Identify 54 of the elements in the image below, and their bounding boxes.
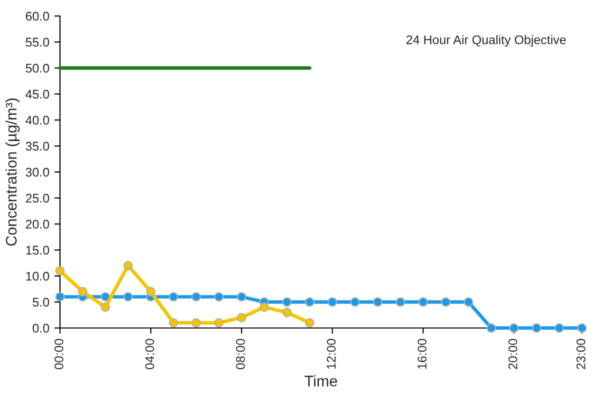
point bbox=[304, 318, 314, 328]
point bbox=[123, 260, 133, 270]
point bbox=[236, 292, 246, 302]
x-tick-label: 04:00 bbox=[145, 338, 154, 370]
annotation: 24 Hour Air Quality Objective bbox=[406, 35, 566, 47]
point bbox=[191, 318, 201, 328]
y-tick-label: 35.0 bbox=[26, 142, 50, 151]
x-tick-label: 08:00 bbox=[236, 338, 245, 370]
point bbox=[191, 292, 201, 302]
y-tick-label: 5.0 bbox=[32, 298, 50, 307]
y-tick-label: 25.0 bbox=[26, 194, 50, 203]
point bbox=[78, 286, 88, 296]
x-axis-title: Time bbox=[304, 375, 338, 386]
point bbox=[486, 323, 496, 333]
y-tick-label: 10.0 bbox=[26, 272, 50, 281]
point bbox=[214, 318, 224, 328]
point bbox=[55, 292, 65, 302]
point bbox=[146, 286, 156, 296]
point bbox=[441, 297, 451, 307]
y-tick-label: 50.0 bbox=[26, 64, 50, 73]
y-tick-label: 60.0 bbox=[26, 12, 50, 21]
point bbox=[100, 302, 110, 312]
y-tick-label: 0.0 bbox=[32, 324, 50, 333]
point bbox=[532, 323, 542, 333]
point bbox=[282, 308, 292, 318]
point bbox=[55, 266, 65, 276]
point bbox=[418, 297, 428, 307]
point bbox=[236, 312, 246, 322]
x-tick-label: 00:00 bbox=[54, 338, 64, 370]
point bbox=[304, 297, 314, 307]
y-tick-label: 45.0 bbox=[26, 90, 50, 99]
y-tick-label: 15.0 bbox=[26, 246, 50, 255]
x-tick-label: 23:00 bbox=[576, 338, 586, 370]
y-tick-label: 20.0 bbox=[26, 220, 50, 229]
point bbox=[554, 323, 564, 333]
point bbox=[214, 292, 224, 302]
point bbox=[123, 292, 133, 302]
y-tick-label: 40.0 bbox=[26, 116, 50, 125]
point bbox=[168, 318, 178, 328]
point bbox=[168, 292, 178, 302]
point bbox=[373, 297, 382, 307]
point bbox=[328, 297, 338, 307]
x-tick-label: 20:00 bbox=[508, 338, 518, 370]
x-tick-label: 16:00 bbox=[418, 338, 426, 369]
y-tick-label: 30.0 bbox=[26, 168, 50, 177]
y-tick-label: 55.0 bbox=[26, 38, 50, 47]
point bbox=[260, 302, 269, 312]
y-axis-title: Concentration (µg/m³) bbox=[5, 98, 20, 246]
point bbox=[464, 297, 474, 307]
point bbox=[282, 297, 292, 307]
point bbox=[350, 297, 360, 307]
point bbox=[396, 297, 406, 307]
x-tick-label: 12:00 bbox=[326, 338, 336, 369]
point bbox=[509, 323, 519, 333]
